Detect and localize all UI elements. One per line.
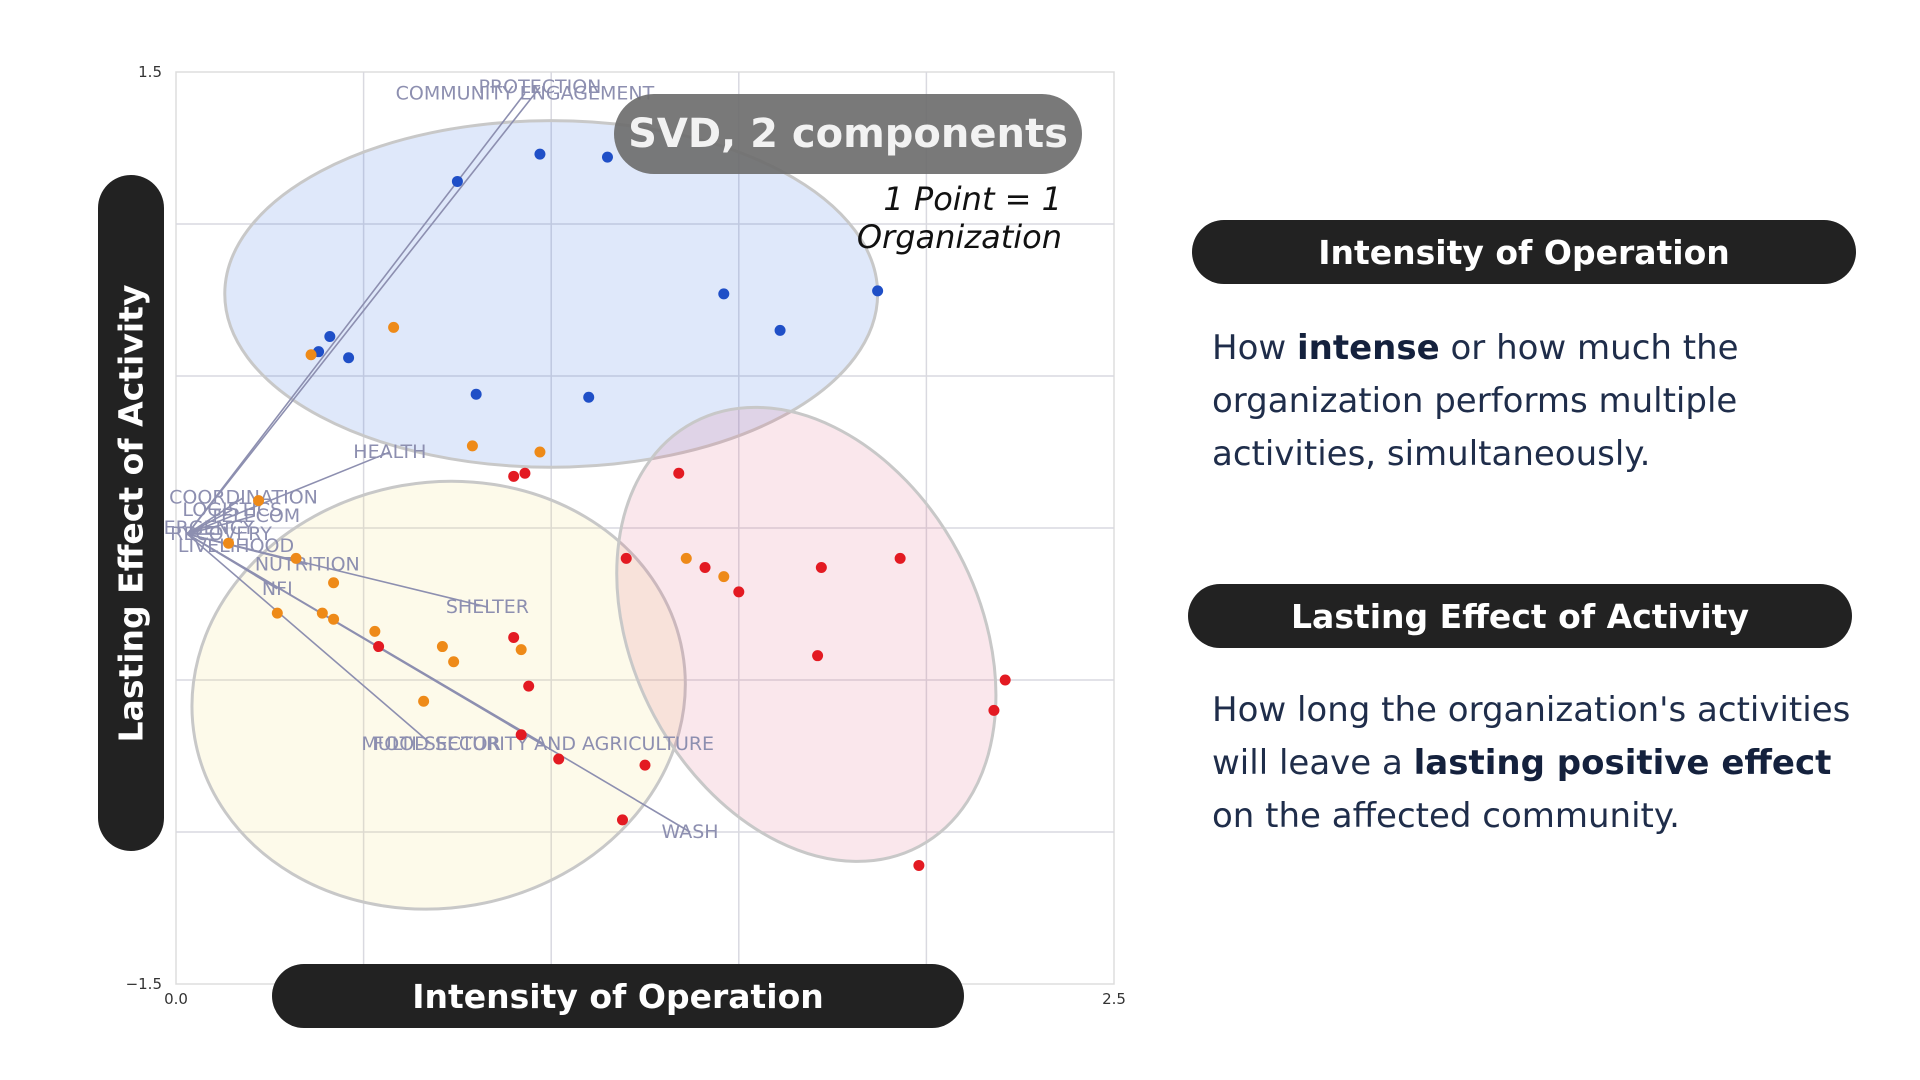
data-point-series-2 bbox=[305, 349, 317, 361]
data-point-series-2 bbox=[515, 644, 527, 656]
chart-subtitle: 1 Point = 1 Organization bbox=[856, 180, 1062, 256]
data-point-series-1 bbox=[343, 352, 355, 364]
data-point-series-3 bbox=[616, 814, 628, 826]
cluster-ellipse-2 bbox=[190, 479, 687, 911]
loading-vector bbox=[186, 509, 233, 535]
data-point-series-2 bbox=[448, 656, 460, 668]
loading-vector bbox=[186, 86, 541, 535]
data-point-series-3 bbox=[508, 631, 520, 643]
loading-vector bbox=[187, 533, 488, 608]
loading-vector bbox=[186, 496, 244, 535]
data-point-series-3 bbox=[620, 552, 632, 564]
data-point-series-3 bbox=[508, 470, 520, 482]
intensity-description: How intense or how much the organization… bbox=[1212, 322, 1852, 481]
data-point-series-3 bbox=[523, 680, 535, 692]
lasting-desc-emphasis: lasting positive effect bbox=[1413, 743, 1832, 783]
loading-label: COORDINATION bbox=[169, 487, 318, 509]
loading-vector bbox=[186, 527, 196, 535]
loading-label: MULTI-SECTOR bbox=[361, 733, 500, 755]
loading-label: EMERGENCY bbox=[135, 517, 254, 539]
data-point-series-3 bbox=[519, 467, 531, 479]
intensity-desc-part: or how much the organization performs mu… bbox=[1212, 328, 1739, 474]
y-axis-label-text: Lasting Effect of Activity bbox=[111, 284, 151, 742]
data-point-series-1 bbox=[583, 391, 595, 403]
loading-label: COMMUNITY ENGAGEMENT bbox=[396, 82, 655, 104]
lasting-effect-heading: Lasting Effect of Activity bbox=[1188, 584, 1852, 648]
data-point-series-3 bbox=[894, 552, 906, 564]
data-point-series-3 bbox=[673, 467, 685, 479]
loading-vector bbox=[187, 515, 256, 535]
y-axis-label: Lasting Effect of Activity bbox=[98, 175, 164, 851]
tick-labels: 1.5 −1.50.0 2.5 bbox=[126, 63, 1126, 1008]
data-point-series-2 bbox=[253, 495, 265, 507]
data-point-series-3 bbox=[999, 674, 1011, 686]
data-point-series-2 bbox=[316, 607, 328, 619]
data-point-series-1 bbox=[774, 324, 786, 336]
data-point-series-2 bbox=[466, 440, 478, 452]
intensity-desc-part: How bbox=[1212, 328, 1297, 368]
data-point-series-1 bbox=[451, 175, 463, 187]
data-point-series-2 bbox=[328, 613, 340, 625]
x-tick-label: 2.5 bbox=[1102, 990, 1126, 1008]
cluster-ellipse-3 bbox=[615, 405, 998, 863]
y-tick-label: −1.5 bbox=[126, 975, 162, 993]
data-point-series-1 bbox=[718, 288, 730, 300]
data-point-series-1 bbox=[872, 285, 884, 297]
data-point-series-3 bbox=[913, 859, 925, 871]
x-axis-label: Intensity of Operation bbox=[272, 964, 964, 1028]
data-point-series-3 bbox=[553, 753, 565, 765]
loading-vector bbox=[186, 533, 432, 745]
loading-label: WASH bbox=[661, 821, 718, 843]
lasting-effect-description: How long the organization's activities w… bbox=[1212, 684, 1852, 843]
lasting-desc-part: How long the organization's activities w… bbox=[1212, 690, 1851, 783]
data-point-series-2 bbox=[271, 607, 283, 619]
grid-lines bbox=[176, 72, 1114, 984]
intensity-desc-emphasis: intense bbox=[1296, 328, 1440, 368]
data-point-series-3 bbox=[812, 650, 824, 662]
data-point-series-2 bbox=[718, 571, 730, 583]
loading-vector bbox=[186, 451, 391, 535]
data-point-series-3 bbox=[733, 586, 745, 598]
data-point-series-1 bbox=[470, 388, 482, 400]
loading-label: FOOD SECURITY AND AGRICULTURE bbox=[373, 733, 714, 755]
loading-label: HEALTH bbox=[353, 441, 426, 463]
data-point-series-2 bbox=[534, 446, 546, 458]
data-point-series-3 bbox=[815, 562, 827, 574]
loading-label: TELECOM bbox=[208, 505, 300, 527]
chart-title-badge: SVD, 2 components bbox=[614, 94, 1082, 174]
data-point-series-3 bbox=[373, 641, 385, 653]
data-points bbox=[223, 148, 1011, 871]
data-point-series-2 bbox=[223, 537, 235, 549]
data-point-series-2 bbox=[369, 625, 381, 637]
loading-label: PROTECTION bbox=[479, 76, 602, 98]
data-point-series-1 bbox=[324, 330, 336, 342]
loading-vector bbox=[186, 533, 691, 833]
lasting-desc-part: on the affected community. bbox=[1212, 796, 1680, 836]
y-tick-label: 1.5 bbox=[138, 63, 162, 81]
data-point-series-2 bbox=[418, 695, 430, 707]
data-point-series-3 bbox=[699, 562, 711, 574]
loading-vector bbox=[186, 92, 526, 535]
data-point-series-2 bbox=[436, 641, 448, 653]
data-point-series-1 bbox=[534, 148, 546, 160]
data-point-series-3 bbox=[515, 729, 527, 741]
data-point-series-3 bbox=[988, 704, 1000, 716]
data-point-series-2 bbox=[290, 552, 302, 564]
loading-label: SHELTER bbox=[446, 596, 529, 618]
cluster-ellipses bbox=[190, 119, 998, 911]
data-point-series-2 bbox=[680, 552, 692, 564]
x-tick-label: 0.0 bbox=[164, 990, 188, 1008]
data-point-series-3 bbox=[639, 759, 651, 771]
data-point-series-2 bbox=[328, 577, 340, 589]
data-point-series-1 bbox=[601, 151, 613, 163]
data-point-series-2 bbox=[388, 321, 400, 333]
intensity-heading: Intensity of Operation bbox=[1192, 220, 1856, 284]
